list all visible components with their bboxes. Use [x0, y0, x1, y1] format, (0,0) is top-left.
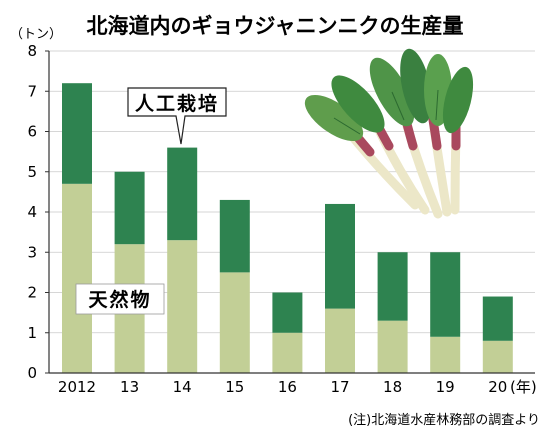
x-tick-label: 2012	[58, 378, 96, 396]
gyojaninniku-leek-bundle-illustration	[304, 48, 474, 219]
bar-wild-16	[272, 332, 303, 373]
source-note: (注)北海道水産林務部の調査より	[348, 412, 540, 428]
x-tick-label: 20	[488, 378, 507, 396]
x-tick-label: 14	[173, 378, 192, 396]
chart-title: 北海道内のギョウジャニンニクの生産量	[87, 14, 464, 38]
bar-cultivated-14	[167, 147, 198, 241]
axes	[45, 50, 535, 374]
bar-cultivated-16	[272, 292, 303, 333]
x-tick-label: 18	[383, 378, 402, 396]
legend-callout-wild: 天然物	[75, 283, 165, 315]
x-tick-label: 13	[120, 378, 139, 396]
y-axis-unit-label: （トン）	[10, 27, 62, 42]
bar-wild-17	[325, 308, 355, 373]
y-tick-label: 3	[27, 243, 37, 261]
y-tick-label: 1	[27, 324, 37, 342]
bar-wild-14	[167, 240, 198, 373]
y-tick-label: 2	[27, 284, 37, 302]
bar-wild-2012	[62, 183, 92, 373]
bars	[62, 83, 513, 373]
legend-label-cultivated: 人工栽培	[135, 92, 219, 115]
y-tick-labels: 0 1 2 3 4 5 6 7 8	[27, 42, 37, 382]
bar-wild-15	[219, 272, 250, 373]
y-tick-label: 7	[27, 82, 37, 100]
y-tick-label: 8	[27, 42, 37, 60]
bar-cultivated-20	[482, 296, 513, 341]
x-tick-label: 15	[225, 378, 244, 396]
bar-cultivated-13	[114, 171, 145, 245]
x-axis-unit-label: (年)	[510, 378, 537, 396]
x-tick-labels: 2012 13 14 15 16 17 18 19 20	[58, 378, 507, 396]
y-tick-label: 6	[27, 123, 37, 141]
x-tick-label: 16	[278, 378, 297, 396]
bar-cultivated-17	[325, 203, 355, 309]
bar-wild-18	[377, 320, 408, 373]
bar-wild-20	[482, 340, 513, 373]
legend-label-wild: 天然物	[88, 288, 151, 311]
y-tick-label: 4	[27, 203, 37, 221]
bar-cultivated-2012	[62, 83, 92, 184]
y-tick-label: 0	[27, 364, 37, 382]
x-tick-label: 19	[436, 378, 455, 396]
bar-cultivated-15	[219, 199, 250, 273]
legend-callout-cultivated: 人工栽培	[127, 87, 227, 145]
x-tick-label: 17	[330, 378, 349, 396]
bar-cultivated-18	[377, 252, 408, 321]
bar-wild-19	[430, 336, 461, 373]
bar-cultivated-19	[430, 252, 461, 337]
y-tick-label: 5	[27, 163, 37, 181]
